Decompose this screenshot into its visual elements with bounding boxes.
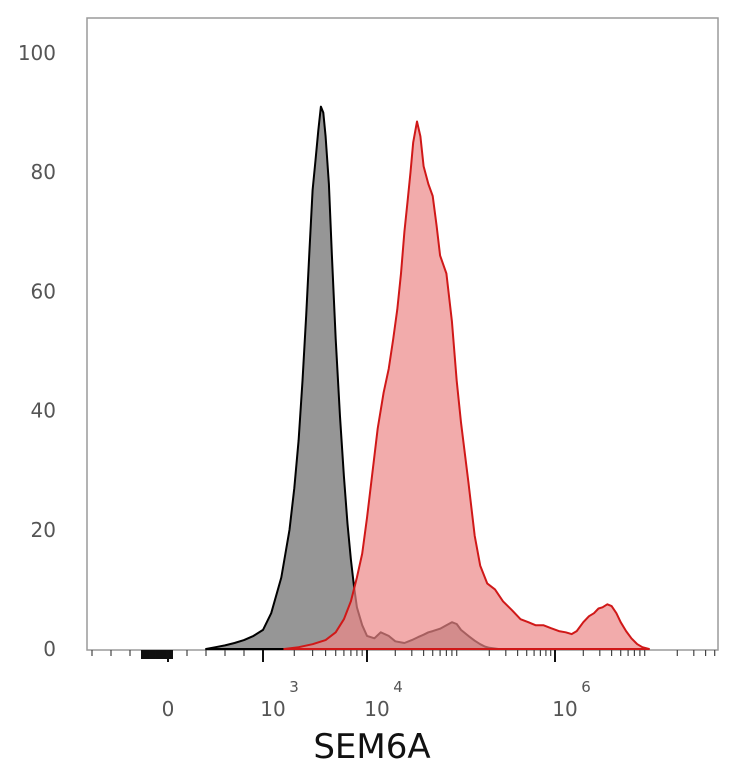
x-tick-label: 10	[552, 697, 577, 721]
y-tick-label: 100	[18, 41, 56, 65]
series-layer	[205, 105, 650, 650]
x-tick-label: 10	[364, 697, 389, 721]
y-tick-label: 60	[31, 279, 56, 303]
x-tick-exponent: 3	[289, 678, 299, 696]
y-tick-label: 80	[31, 160, 56, 184]
y-tick-label: 40	[31, 399, 56, 423]
x-tick-exponent: 4	[393, 678, 403, 696]
x-tick-label: 0	[162, 697, 175, 721]
y-axis: 0 20 40 60 80 100	[18, 41, 56, 661]
x-tick-exponent: 6	[581, 678, 591, 696]
y-tick-label: 20	[31, 518, 56, 542]
y-tick-label: 0	[43, 637, 56, 661]
x-tick-label: 10	[260, 697, 285, 721]
series-1-area	[283, 120, 650, 650]
x-axis-title: SEM6A	[313, 727, 430, 767]
